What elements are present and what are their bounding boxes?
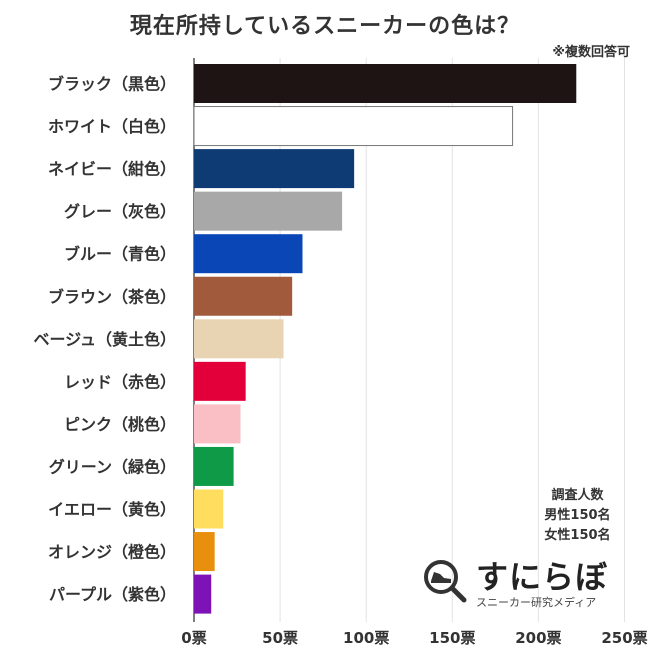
bar — [194, 532, 215, 572]
bar — [194, 361, 246, 401]
category-label: グリーン（緑色） — [49, 457, 176, 476]
x-tick-label: 50票 — [262, 629, 298, 647]
sample-info: 調査人数 男性150名 女性150名 — [520, 486, 635, 546]
logo-text: すにらぼ — [476, 558, 609, 596]
bar — [194, 191, 343, 231]
category-label: オレンジ（橙色） — [48, 543, 176, 562]
x-tick-label: 150票 — [429, 629, 475, 647]
bar — [194, 489, 224, 529]
x-tick-label: 250票 — [601, 629, 647, 647]
bar — [194, 574, 212, 614]
logo-subtitle: スニーカー研究メディア — [476, 596, 597, 609]
category-label: グレー（灰色） — [64, 202, 176, 221]
category-label: ネイビー（紺色） — [48, 160, 176, 179]
bar — [194, 276, 293, 316]
chart-title: 現在所持しているスニーカーの色は？ — [129, 14, 521, 39]
x-tick-label: 100票 — [343, 629, 389, 647]
x-tick-label: 0票 — [181, 629, 206, 647]
sample-male: 男性150名 — [544, 508, 611, 523]
multiple-answer-note: ※複数回答可 — [552, 45, 630, 60]
bar — [194, 319, 284, 359]
category-label: ベージュ（黄土色） — [33, 330, 176, 349]
category-label: イエロー（黄色） — [48, 500, 176, 519]
x-tick-label: 200票 — [515, 629, 561, 647]
category-label: レッド（赤色） — [64, 372, 176, 391]
bar — [194, 404, 241, 444]
bar — [194, 234, 303, 274]
bar — [194, 64, 577, 103]
category-label: パープル（紫色） — [49, 585, 176, 604]
category-label: ブルー（青色） — [64, 245, 176, 264]
category-label: ピンク（桃色） — [64, 415, 176, 434]
category-label: ブラック（黒色） — [48, 75, 176, 94]
sample-female: 女性150名 — [544, 528, 611, 543]
category-label: ブラウン（茶色） — [48, 287, 176, 306]
bar — [194, 149, 355, 189]
sample-title: 調査人数 — [551, 488, 604, 503]
bar — [193, 106, 514, 147]
magnifier-sneaker-icon — [424, 560, 467, 603]
site-logo: すにらぼ スニーカー研究メディア — [418, 550, 633, 615]
bar — [194, 446, 234, 486]
category-label: ホワイト（白色） — [48, 117, 176, 136]
